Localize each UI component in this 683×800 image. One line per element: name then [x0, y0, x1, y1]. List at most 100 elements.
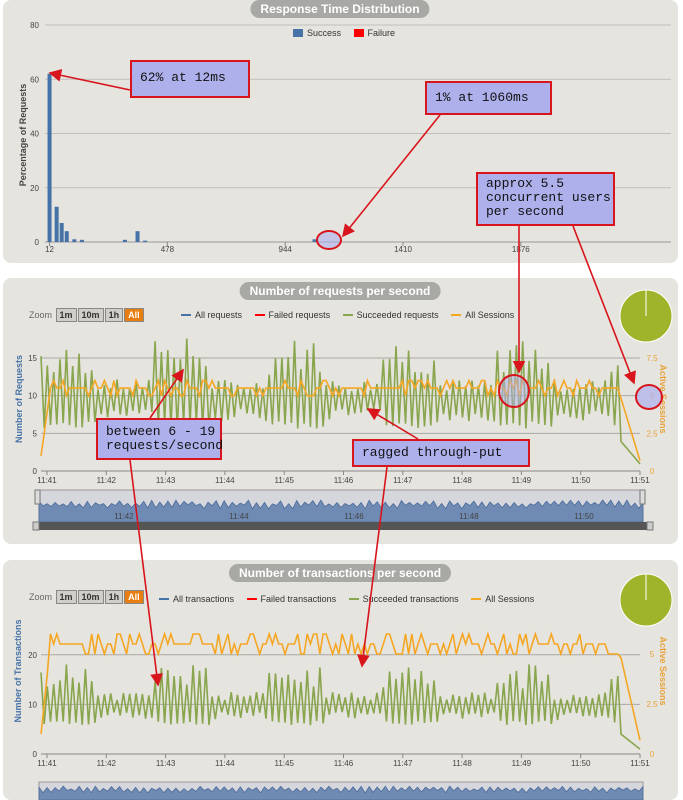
annotation-box: 62% at 12ms [130, 60, 250, 98]
histogram-bar [59, 223, 64, 242]
sessions-series-line [40, 377, 641, 461]
y-tick-label: 0 [35, 238, 40, 247]
scrollbar-right-button [646, 521, 654, 531]
y-right-tick-label: 5 [650, 392, 655, 401]
y-right-tick-label: 5 [650, 650, 655, 659]
annotation-box: ragged through-put [352, 439, 530, 467]
zoom-1m-button[interactable]: 1m [55, 590, 77, 604]
y-tick-label: 10 [28, 392, 37, 401]
navigator-tick-label: 11:48 [459, 512, 479, 521]
x-tick-label: 11:47 [393, 759, 413, 768]
zoom-10m-button[interactable]: 10m [77, 308, 104, 322]
succeeded-series-line [40, 338, 641, 465]
legend-item-all-transactions[interactable]: All transactions [159, 594, 234, 604]
y-tick-label: 40 [30, 130, 39, 139]
x-tick-label: 11:45 [274, 759, 294, 768]
panel-title: Response Time Distribution [250, 0, 430, 18]
histogram-bar [72, 239, 77, 242]
scrollbar-left-button [32, 521, 40, 531]
histogram-bar [47, 73, 52, 242]
x-tick-label: 11:50 [571, 476, 591, 485]
chart-legend: All requests Failed requests Succeeded r… [181, 310, 524, 320]
x-tick-label: 11:41 [37, 759, 57, 768]
zoom-1h-button[interactable]: 1h [104, 590, 124, 604]
x-tick-label: 11:51 [630, 759, 650, 768]
legend-item-all-sessions[interactable]: All Sessions [471, 594, 534, 604]
x-tick-label: 11:43 [156, 759, 176, 768]
y-right-tick-label: 7.5 [646, 354, 658, 363]
x-tick-label: 11:51 [630, 476, 650, 485]
x-tick-label: 1876 [512, 245, 530, 254]
x-tick-label: 11:48 [452, 759, 472, 768]
navigator-scrollbar [35, 522, 653, 530]
x-tick-label: 11:49 [512, 759, 532, 768]
annotation-box: 1% at 1060ms [425, 81, 552, 115]
x-tick-label: 11:42 [97, 759, 117, 768]
sessions-series-line [40, 631, 641, 741]
zoom-1m-button[interactable]: 1m [55, 308, 77, 322]
annotation-box: approx 5.5 concurrent users per second [476, 172, 615, 226]
legend-item-failed-transactions[interactable]: Failed transactions [246, 594, 336, 604]
x-tick-label: 11:42 [97, 476, 117, 485]
y-tick-label: 60 [30, 75, 39, 84]
y-tick-label: 20 [28, 651, 37, 660]
annotation-box: between 6 - 19 requests/second [96, 418, 223, 460]
x-tick-label: 944 [279, 245, 293, 254]
histogram-bar [64, 231, 69, 242]
zoom-1h-button[interactable]: 1h [104, 308, 124, 322]
y-tick-label: 15 [28, 354, 37, 363]
zoom-control: Zoom 1m 10m 1h All [29, 308, 144, 322]
chart-legend: Success Failure [293, 28, 405, 38]
y-tick-label: 80 [30, 21, 39, 30]
x-tick-label: 11:46 [334, 759, 354, 768]
navigator-tick-label: 11:46 [344, 512, 364, 521]
y-right-tick-label: 0 [650, 750, 655, 759]
requests-chart: 0 5 10 15 0 2.5 5 7.5 11:41 11:42 11:43 11:44 11:45 1… [28, 289, 673, 531]
navigator-handle-right [639, 489, 646, 505]
y-tick-label: 5 [33, 429, 38, 438]
transactions-chart: 0 10 20 0 2.5 5 11:41 11:42 11:43 11:44 11:45 11:46… [28, 573, 673, 800]
legend-item-succeeded-transactions[interactable]: Succeeded transactions [348, 594, 459, 604]
x-tick-label: 478 [161, 245, 175, 254]
navigator-tick-label: 11:50 [574, 512, 594, 521]
chart-legend: All transactions Failed transactions Suc… [159, 594, 544, 604]
x-tick-label: 11:50 [571, 759, 591, 768]
navigator-handle-left [34, 489, 41, 505]
transactions-panel: Number of transactions per second Zoom 1… [3, 560, 678, 800]
x-tick-label: 11:44 [215, 476, 235, 485]
zoom-10m-button[interactable]: 10m [77, 590, 104, 604]
histogram-bar [135, 231, 140, 242]
histogram-bar [143, 240, 148, 242]
x-tick-label: 11:45 [274, 476, 294, 485]
x-tick-label: 11:47 [393, 476, 413, 485]
x-tick-label: 12 [45, 245, 54, 254]
legend-item-succeeded-requests[interactable]: Succeeded requests [342, 310, 439, 320]
x-tick-label: 11:43 [156, 476, 176, 485]
histogram-bar [122, 239, 127, 242]
x-tick-label: 11:44 [215, 759, 235, 768]
navigator-tick-label: 11:42 [114, 512, 134, 521]
legend-item-failed-requests[interactable]: Failed requests [254, 310, 330, 320]
response-time-panel: Response Time Distribution Success Failu… [3, 0, 678, 263]
y-tick-label: 10 [28, 700, 37, 709]
x-tick-label: 1410 [394, 245, 412, 254]
legend-item-failure[interactable]: Failure [353, 28, 395, 38]
x-tick-label: 11:48 [452, 476, 472, 485]
zoom-all-button[interactable]: All [124, 308, 144, 322]
x-tick-label: 11:46 [334, 476, 354, 485]
legend-item-success[interactable]: Success [293, 28, 341, 38]
legend-item-all-requests[interactable]: All requests [181, 310, 242, 320]
navigator-tick-label: 11:44 [229, 512, 249, 521]
histogram-bar [312, 239, 317, 242]
x-tick-label: 11:49 [512, 476, 532, 485]
y-right-tick-label: 2.5 [646, 429, 658, 438]
panel-title: Number of transactions per second [228, 564, 452, 582]
y-right-tick-label: 0 [650, 467, 655, 476]
y-right-tick-label: 2.5 [646, 700, 658, 709]
x-tick-label: 11:41 [37, 476, 57, 485]
succeeded-series-line [40, 664, 641, 750]
y-tick-label: 0 [33, 750, 38, 759]
y-tick-label: 0 [33, 467, 38, 476]
legend-item-all-sessions[interactable]: All Sessions [451, 310, 514, 320]
legend-swatch [293, 29, 303, 37]
